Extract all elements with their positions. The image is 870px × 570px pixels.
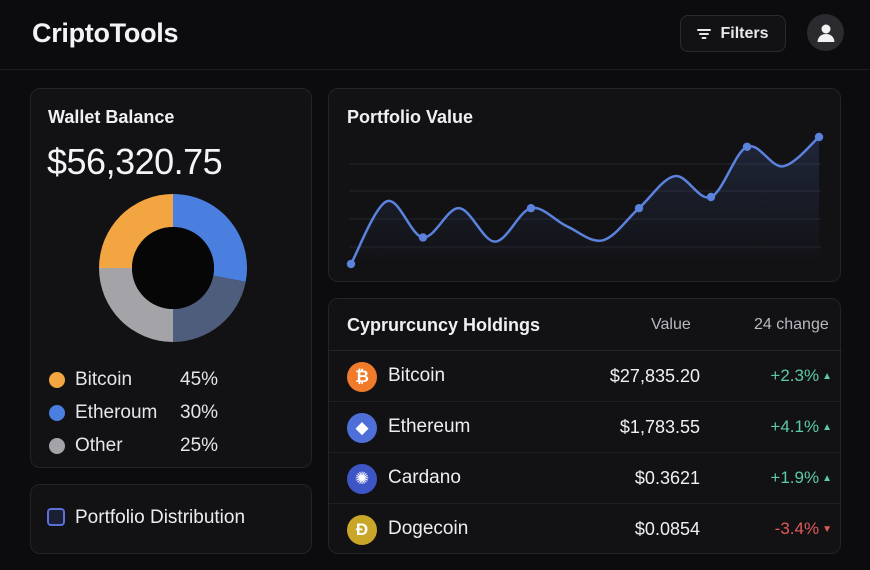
square-icon [47, 508, 65, 526]
coin-change: +1.9% ▲ [770, 468, 832, 488]
donut-slice-slate [173, 275, 246, 342]
triangle-up-icon: ▲ [822, 421, 832, 433]
data-point[interactable] [418, 233, 428, 242]
change-percent: -3.4% [774, 519, 820, 538]
holdings-title: Cyprurcuncy Holdings [347, 315, 541, 335]
portfolio-area [351, 137, 819, 264]
data-point[interactable] [634, 203, 644, 213]
data-point[interactable] [814, 132, 824, 142]
coin-change: +4.1% ▲ [770, 417, 832, 437]
legend-dot [49, 404, 65, 421]
change-percent: +1.9% [770, 468, 820, 487]
filters-button[interactable]: Filters [680, 15, 786, 52]
allocation-donut-chart [99, 194, 248, 342]
legend-item: Other 25% [49, 429, 299, 462]
coin-name: Bitcoin [388, 365, 446, 386]
holding-row-dogecoin[interactable]: Ɖ Dogecoin $0.0854 -3.4% ▼ [329, 504, 842, 555]
portfolio-distribution-button[interactable]: Portfolio Distribution [30, 484, 312, 554]
coin-value: $0.0854 [634, 519, 700, 539]
filters-label: Filters [720, 24, 769, 42]
wallet-balance: $56,320.75 [47, 141, 223, 182]
portfolio-value-card: Portfolio Value [328, 88, 841, 282]
holding-row-cardano[interactable]: ✺ Cardano $0.3621 +1.9% ▲ [329, 453, 842, 504]
coin-change: -3.4% ▼ [775, 519, 832, 539]
coin-value: $1,783.55 [619, 417, 700, 437]
legend-label: Other [75, 434, 123, 456]
holding-row-bitcoin[interactable]: ₿ Bitcoin $27,835.20 +2.3% ▲ [329, 351, 842, 402]
column-header-value[interactable]: Value [651, 316, 691, 333]
donut-slice-other [99, 268, 173, 342]
wallet-title: Wallet Balance [48, 107, 175, 127]
holdings-header: Cyprurcuncy Holdings Value 24 change [329, 299, 842, 351]
coin-name: Cardano [388, 467, 461, 488]
coin-name: Ethereum [388, 416, 471, 437]
portfolio-distribution-label: Portfolio Distribution [75, 507, 246, 528]
donut-hole [132, 227, 214, 309]
coin-name: Dogecoin [388, 518, 469, 539]
legend-percent: 25% [180, 434, 219, 456]
data-point[interactable] [346, 259, 356, 269]
user-icon [817, 24, 834, 42]
donut-slice-etheroum [173, 194, 248, 282]
holdings-table: Cyprurcuncy Holdings Value 24 change ₿ Bi… [328, 298, 842, 555]
dogecoin-icon: Ɖ [347, 515, 377, 545]
coin-change: +2.3% ▲ [770, 366, 832, 386]
change-percent: +2.3% [770, 366, 820, 385]
coin-value: $27,835.20 [609, 366, 700, 386]
cardano-icon: ✺ [347, 464, 377, 494]
donut-slice-bitcoin [99, 194, 173, 268]
data-point[interactable] [742, 142, 752, 151]
allocation-legend: Bitcoin 45% Etheroum 30% Other 25% [49, 363, 299, 462]
legend-item: Etheroum 30% [49, 396, 299, 429]
bitcoin-icon: ₿ [347, 362, 377, 392]
portfolio-line-chart [346, 132, 824, 269]
portfolio-title: Portfolio Value [347, 107, 474, 127]
triangle-up-icon: ▲ [822, 472, 832, 484]
wallet-balance-card: Wallet Balance $56,320.75 Bitcoin 45% Ethe… [30, 88, 312, 468]
change-percent: +4.1% [770, 417, 820, 436]
column-header-change[interactable]: 24 change [754, 316, 829, 333]
top-bar: CriptoTools Filters [0, 0, 870, 70]
user-avatar[interactable] [807, 14, 844, 51]
filter-lines-icon [697, 28, 712, 39]
legend-percent: 30% [180, 401, 219, 423]
legend-item: Bitcoin 45% [49, 363, 299, 396]
legend-label: Bitcoin [75, 368, 133, 390]
triangle-up-icon: ▲ [822, 370, 832, 382]
holding-row-ethereum[interactable]: ◆ Ethereum $1,783.55 +4.1% ▲ [329, 402, 842, 453]
ethereum-icon: ◆ [347, 413, 377, 443]
coin-value: $0.3621 [634, 468, 700, 488]
legend-dot [49, 371, 65, 388]
data-point[interactable] [526, 203, 536, 213]
data-point[interactable] [706, 192, 716, 202]
legend-label: Etheroum [75, 401, 158, 423]
legend-dot [49, 437, 65, 454]
app-title: CriptoTools [32, 18, 179, 48]
legend-percent: 45% [180, 368, 219, 390]
triangle-down-icon: ▼ [822, 523, 832, 535]
